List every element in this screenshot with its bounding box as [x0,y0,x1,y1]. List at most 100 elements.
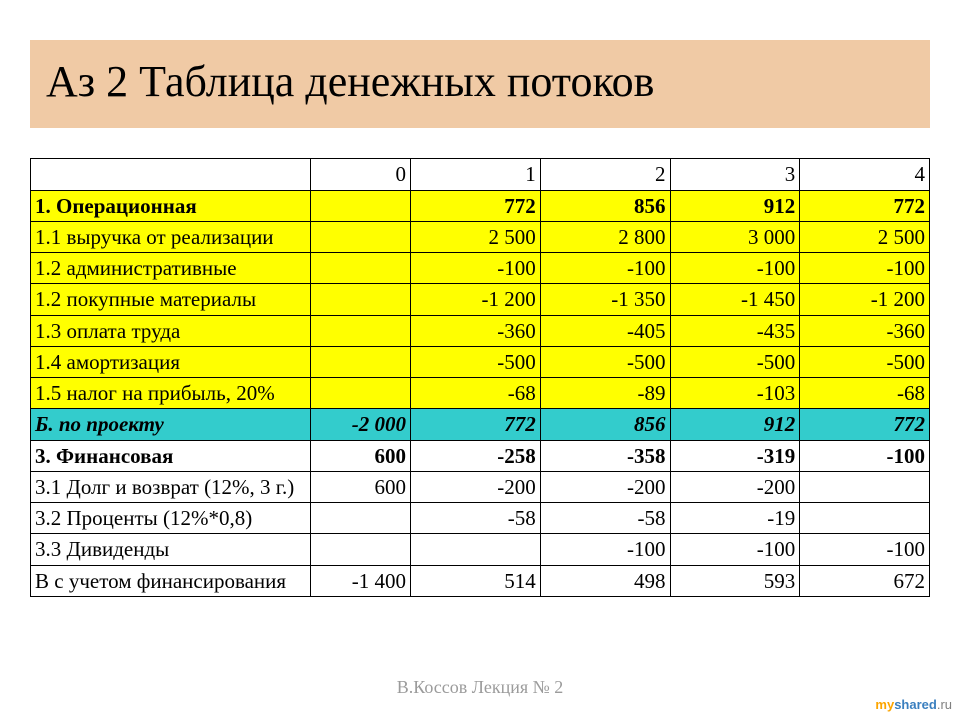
table-row: 3.3 Дивиденды-100-100-100 [31,534,930,565]
cell: 4 [800,159,930,190]
row-label: В с учетом финансирования [31,565,311,596]
cell: -319 [670,440,800,471]
cell: 3 [670,159,800,190]
cell: -100 [800,440,930,471]
cell: 600 [311,440,411,471]
cell: 2 800 [540,221,670,252]
table-row: 1.1 выручка от реализации2 5002 8003 000… [31,221,930,252]
cell: 0 [311,159,411,190]
cell: -200 [411,471,541,502]
cell: -360 [800,315,930,346]
cashflow-table: 012341. Операционная7728569127721.1 выру… [30,158,930,597]
table-row: 1.3 оплата труда-360-405-435-360 [31,315,930,346]
cell: -58 [540,503,670,534]
table-row: 1.4 амортизация-500-500-500-500 [31,346,930,377]
title-box: Аз 2 Таблица денежных потоков [30,40,930,128]
cell [311,503,411,534]
cell: 593 [670,565,800,596]
row-label: 3.2 Проценты (12%*0,8) [31,503,311,534]
cell: -1 200 [411,284,541,315]
table-row: 01234 [31,159,930,190]
watermark-part1: my [875,697,894,712]
cell: -58 [411,503,541,534]
table-row: 1.2 покупные материалы-1 200-1 350-1 450… [31,284,930,315]
cell [311,190,411,221]
cell: 856 [540,190,670,221]
cell: -200 [540,471,670,502]
cell: -405 [540,315,670,346]
cell: -500 [670,346,800,377]
slide: Аз 2 Таблица денежных потоков 012341. Оп… [0,0,960,720]
table-row: 1.5 налог на прибыль, 20%-68-89-103-68 [31,378,930,409]
cell: -258 [411,440,541,471]
cell: 912 [670,409,800,440]
cell: 2 500 [411,221,541,252]
cell: 912 [670,190,800,221]
row-label: 3. Финансовая [31,440,311,471]
slide-title: Аз 2 Таблица денежных потоков [46,58,914,106]
cell: -1 350 [540,284,670,315]
cell: -100 [411,253,541,284]
cell: -435 [670,315,800,346]
cell: 3 000 [670,221,800,252]
cell: 2 [540,159,670,190]
cell: 772 [411,409,541,440]
row-label: 1.5 налог на прибыль, 20% [31,378,311,409]
cell: -68 [411,378,541,409]
cell [800,503,930,534]
cell: 498 [540,565,670,596]
table-row: 3. Финансовая600-258-358-319-100 [31,440,930,471]
cell: -2 000 [311,409,411,440]
cell: -500 [800,346,930,377]
cell [311,346,411,377]
cell [311,221,411,252]
cell: -360 [411,315,541,346]
cell: 600 [311,471,411,502]
row-label: 1.3 оплата труда [31,315,311,346]
cell: -89 [540,378,670,409]
cell: -100 [670,534,800,565]
cell: -500 [411,346,541,377]
cell: -200 [670,471,800,502]
cell: -1 400 [311,565,411,596]
cell [311,534,411,565]
watermark-part3: .ru [937,697,952,712]
row-label: Б. по проекту [31,409,311,440]
cell [311,253,411,284]
row-label: 1.1 выручка от реализации [31,221,311,252]
table-row: 1.2 административные-100-100-100-100 [31,253,930,284]
cell: -68 [800,378,930,409]
row-label: 1.2 административные [31,253,311,284]
cell: 772 [800,409,930,440]
cell: -103 [670,378,800,409]
cell [311,378,411,409]
footer-text: В.Коссов Лекция № 2 [0,677,960,698]
row-label: 3.3 Дивиденды [31,534,311,565]
row-label: 1.4 амортизация [31,346,311,377]
watermark: myshared.ru [875,697,952,712]
cell: 2 500 [800,221,930,252]
table-row: Б. по проекту-2 000772856912772 [31,409,930,440]
cell: -100 [540,534,670,565]
cell: -1 200 [800,284,930,315]
cell [411,534,541,565]
cell [800,471,930,502]
cell: 856 [540,409,670,440]
cell: -100 [800,534,930,565]
table-row: 3.2 Проценты (12%*0,8)-58-58-19 [31,503,930,534]
row-label: 1.2 покупные материалы [31,284,311,315]
cell: 772 [411,190,541,221]
table-row: 1. Операционная772856912772 [31,190,930,221]
cell: 772 [800,190,930,221]
row-label [31,159,311,190]
table-row: В с учетом финансирования-1 400514498593… [31,565,930,596]
cell: -500 [540,346,670,377]
cell: 1 [411,159,541,190]
cell: -100 [540,253,670,284]
watermark-part2: shared [894,697,937,712]
cell: 514 [411,565,541,596]
table-row: 3.1 Долг и возврат (12%, 3 г.)600-200-20… [31,471,930,502]
cell [311,315,411,346]
cell [311,284,411,315]
row-label: 3.1 Долг и возврат (12%, 3 г.) [31,471,311,502]
